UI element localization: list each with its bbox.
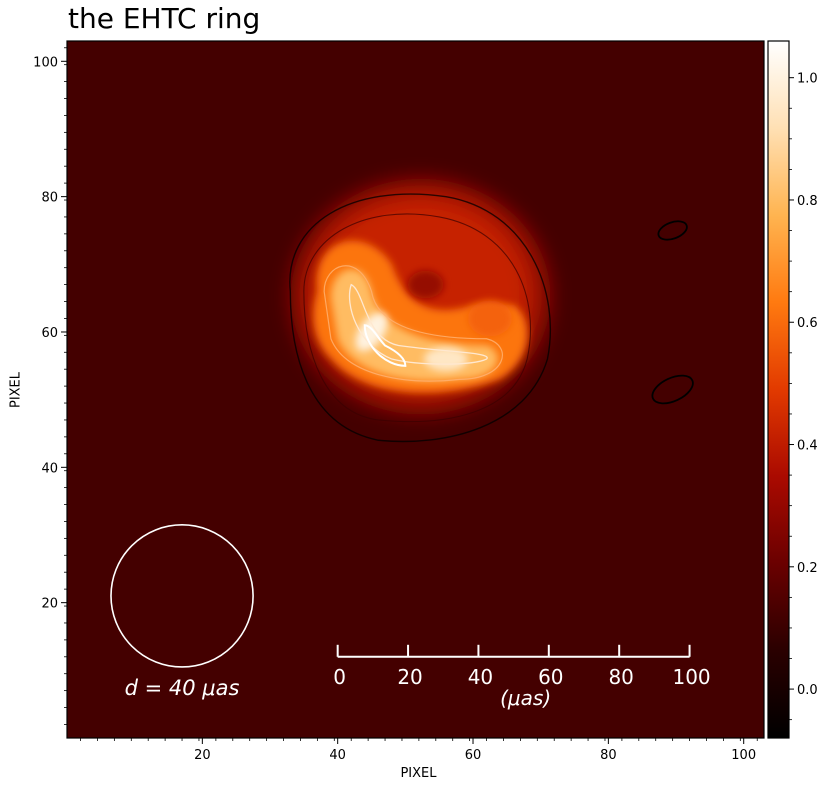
overlays: d = 40 μas 0 20 40 60 80 100 (μas) bbox=[110, 524, 711, 710]
contours bbox=[289, 193, 694, 443]
colorbar-tick-label: 0.4 bbox=[797, 439, 818, 454]
colorbar: 0.0 0.2 0.4 0.6 0.8 1.0 bbox=[767, 40, 818, 739]
y-tick-label: 40 bbox=[41, 461, 58, 476]
ring-peak-2 bbox=[423, 347, 468, 372]
x-tick-label: 20 bbox=[194, 748, 211, 763]
contour-peak bbox=[363, 324, 407, 367]
x-tick-label: 100 bbox=[731, 748, 756, 763]
colorbar-tick-label: 0.6 bbox=[797, 316, 818, 331]
scale-bar-tick-label: 20 bbox=[397, 665, 422, 689]
colorbar-gradient bbox=[767, 40, 790, 739]
colorbar-tick-label: 1.0 bbox=[797, 72, 818, 87]
contour-island-1 bbox=[657, 220, 688, 241]
scale-bar-unit: (μas) bbox=[500, 686, 551, 710]
contour-island-2 bbox=[651, 374, 694, 405]
colorbar-tick-label: 0.2 bbox=[797, 561, 818, 576]
beam-circle bbox=[110, 524, 254, 668]
scale-bar-tick-label: 100 bbox=[672, 665, 710, 689]
heatmap-plot bbox=[67, 41, 764, 738]
heatmap-image bbox=[67, 41, 764, 738]
contour-3 bbox=[323, 265, 503, 382]
y-axis-label: PIXEL bbox=[8, 371, 24, 409]
y-tick-label: 80 bbox=[41, 191, 58, 206]
ring-shadow bbox=[407, 270, 444, 299]
y-tick-label: 20 bbox=[41, 597, 58, 612]
plot-frame bbox=[66, 40, 765, 739]
contour-2 bbox=[303, 213, 531, 423]
chart-title: the EHTC ring bbox=[68, 2, 261, 35]
axes: 20 40 60 80 100 20 40 60 80 100 bbox=[33, 40, 765, 763]
beam-label: d = 40 μas bbox=[125, 676, 240, 700]
contour-outer bbox=[289, 193, 552, 443]
scale-bar-tick-label: 40 bbox=[468, 665, 493, 689]
x-axis-label: PIXEL bbox=[400, 766, 437, 781]
contour-4 bbox=[348, 283, 488, 365]
ring-right-lobe bbox=[467, 300, 512, 337]
x-tick-label: 80 bbox=[600, 748, 617, 763]
scale-bar-tick-label: 0 bbox=[333, 665, 346, 689]
y-tick-label: 100 bbox=[33, 55, 58, 70]
scale-bar-tick-label: 80 bbox=[608, 665, 633, 689]
x-tick-label: 40 bbox=[329, 748, 346, 763]
ring-peak-1 bbox=[355, 312, 388, 352]
x-tick-label: 60 bbox=[465, 748, 482, 763]
scale-bar-tick-label: 60 bbox=[538, 665, 563, 689]
colorbar-tick-label: 0.0 bbox=[797, 683, 818, 698]
colorbar-tick-label: 0.8 bbox=[797, 194, 818, 209]
y-tick-label: 60 bbox=[41, 326, 58, 341]
